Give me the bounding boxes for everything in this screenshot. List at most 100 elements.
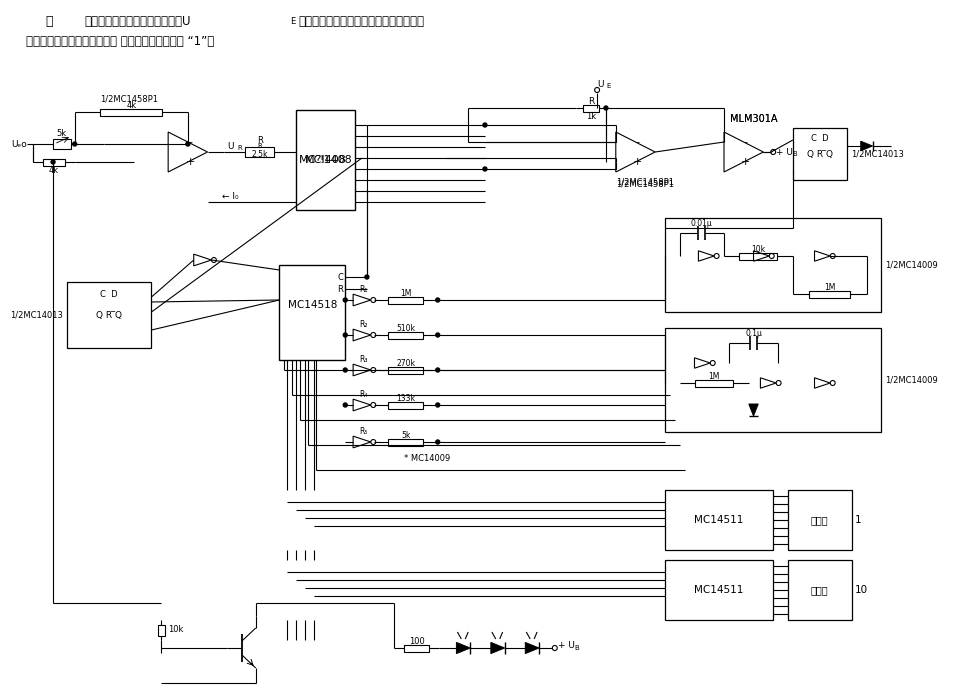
Text: 270k: 270k (396, 359, 415, 368)
Circle shape (483, 167, 487, 171)
Circle shape (436, 298, 440, 302)
Text: U: U (597, 79, 603, 88)
Bar (388, 296, 424, 303)
Text: MCI408: MCI408 (305, 155, 346, 165)
Text: 1/2MC1458P1: 1/2MC1458P1 (616, 180, 674, 189)
Bar (583, 104, 600, 111)
Text: U: U (227, 142, 234, 151)
Text: +: + (186, 157, 195, 167)
Text: B: B (793, 151, 798, 157)
Text: 5k: 5k (57, 129, 67, 138)
Text: E: E (606, 83, 610, 89)
Circle shape (343, 333, 347, 337)
Circle shape (73, 142, 76, 146)
Text: MC⁈1408: MC⁈1408 (299, 155, 352, 165)
Polygon shape (525, 643, 539, 654)
Text: 1/2MC1458P1: 1/2MC1458P1 (616, 178, 674, 187)
Circle shape (51, 160, 55, 164)
Bar (53, 139, 71, 149)
Bar (388, 439, 424, 446)
Text: 133k: 133k (396, 394, 415, 403)
Circle shape (186, 142, 190, 146)
Bar (665, 560, 774, 620)
Text: -: - (635, 137, 639, 147)
Text: 4k: 4k (49, 166, 59, 175)
Text: -: - (189, 137, 192, 147)
Text: 4k: 4k (127, 101, 136, 110)
Circle shape (436, 333, 440, 337)
Text: C  D: C D (101, 290, 118, 299)
Text: R: R (237, 145, 242, 151)
Text: 图: 图 (45, 15, 52, 28)
Text: -: - (744, 137, 747, 147)
Text: MC14518: MC14518 (287, 299, 337, 310)
Bar (793, 128, 847, 180)
Circle shape (436, 368, 440, 372)
Bar (809, 290, 850, 298)
Circle shape (343, 368, 347, 372)
Text: C: C (337, 272, 343, 281)
Text: R: R (257, 143, 262, 149)
Bar (740, 252, 777, 260)
Circle shape (604, 106, 608, 110)
Text: C  D: C D (811, 133, 829, 142)
Circle shape (436, 440, 440, 444)
Text: 1/2MC14013: 1/2MC14013 (851, 149, 904, 158)
Text: 1k: 1k (586, 111, 597, 120)
Circle shape (436, 403, 440, 407)
Text: 10: 10 (855, 585, 868, 595)
Text: 模转换器。图中下方三个发光 二极管用于指示高位 “1”。: 模转换器。图中下方三个发光 二极管用于指示高位 “1”。 (25, 35, 214, 48)
Text: R: R (256, 135, 263, 144)
Text: 0.1μ: 0.1μ (746, 328, 762, 337)
Bar (388, 401, 424, 408)
Text: 1M: 1M (709, 372, 719, 381)
Text: 510k: 510k (396, 324, 415, 333)
Text: 1/2MC1458P1: 1/2MC1458P1 (100, 95, 158, 104)
Polygon shape (491, 643, 505, 654)
Bar (695, 379, 733, 386)
Text: E: E (290, 17, 295, 26)
Text: R: R (337, 285, 343, 294)
Text: 电路中首先将输入待测电压信号U: 电路中首先将输入待测电压信号U (84, 15, 191, 28)
Text: MLM301A: MLM301A (730, 114, 777, 124)
Text: R₁: R₁ (360, 285, 367, 294)
Bar (67, 282, 152, 348)
Text: 100: 100 (409, 637, 425, 646)
Bar (788, 560, 852, 620)
Text: R₅: R₅ (360, 426, 367, 435)
Bar (788, 490, 852, 550)
Text: * MC14009: * MC14009 (404, 453, 451, 462)
Bar (158, 625, 164, 636)
Text: 1M: 1M (824, 283, 835, 292)
Text: R₂: R₂ (360, 319, 367, 328)
Text: +: + (632, 157, 642, 167)
Text: 指示器: 指示器 (810, 585, 829, 595)
Bar (665, 328, 881, 432)
Bar (296, 110, 355, 210)
Text: 5k: 5k (401, 431, 410, 440)
Bar (245, 147, 275, 157)
Text: 1M: 1M (400, 289, 411, 298)
Circle shape (343, 298, 347, 302)
Circle shape (365, 275, 368, 279)
Text: 1: 1 (855, 515, 862, 525)
Text: 1/2MC14009: 1/2MC14009 (886, 261, 938, 269)
Text: 指示器: 指示器 (810, 515, 829, 525)
Text: Uₑo: Uₑo (12, 140, 27, 149)
Text: +: + (741, 157, 750, 167)
Text: MC14511: MC14511 (694, 585, 744, 595)
Text: B: B (574, 645, 579, 651)
Bar (101, 108, 162, 115)
Bar (388, 366, 424, 374)
Text: R₃: R₃ (360, 354, 367, 363)
Polygon shape (861, 141, 872, 151)
Bar (388, 332, 424, 339)
Text: ← I₀: ← I₀ (222, 191, 239, 200)
Text: 1/2MC14013: 1/2MC14013 (10, 310, 63, 319)
Circle shape (343, 403, 347, 407)
Text: 10k: 10k (751, 245, 766, 254)
Polygon shape (456, 643, 470, 654)
Text: MLM301A: MLM301A (730, 114, 777, 124)
Text: 变换为二十进制数码，为此采用二进制数: 变换为二十进制数码，为此采用二进制数 (298, 15, 424, 28)
Text: R: R (588, 97, 595, 106)
